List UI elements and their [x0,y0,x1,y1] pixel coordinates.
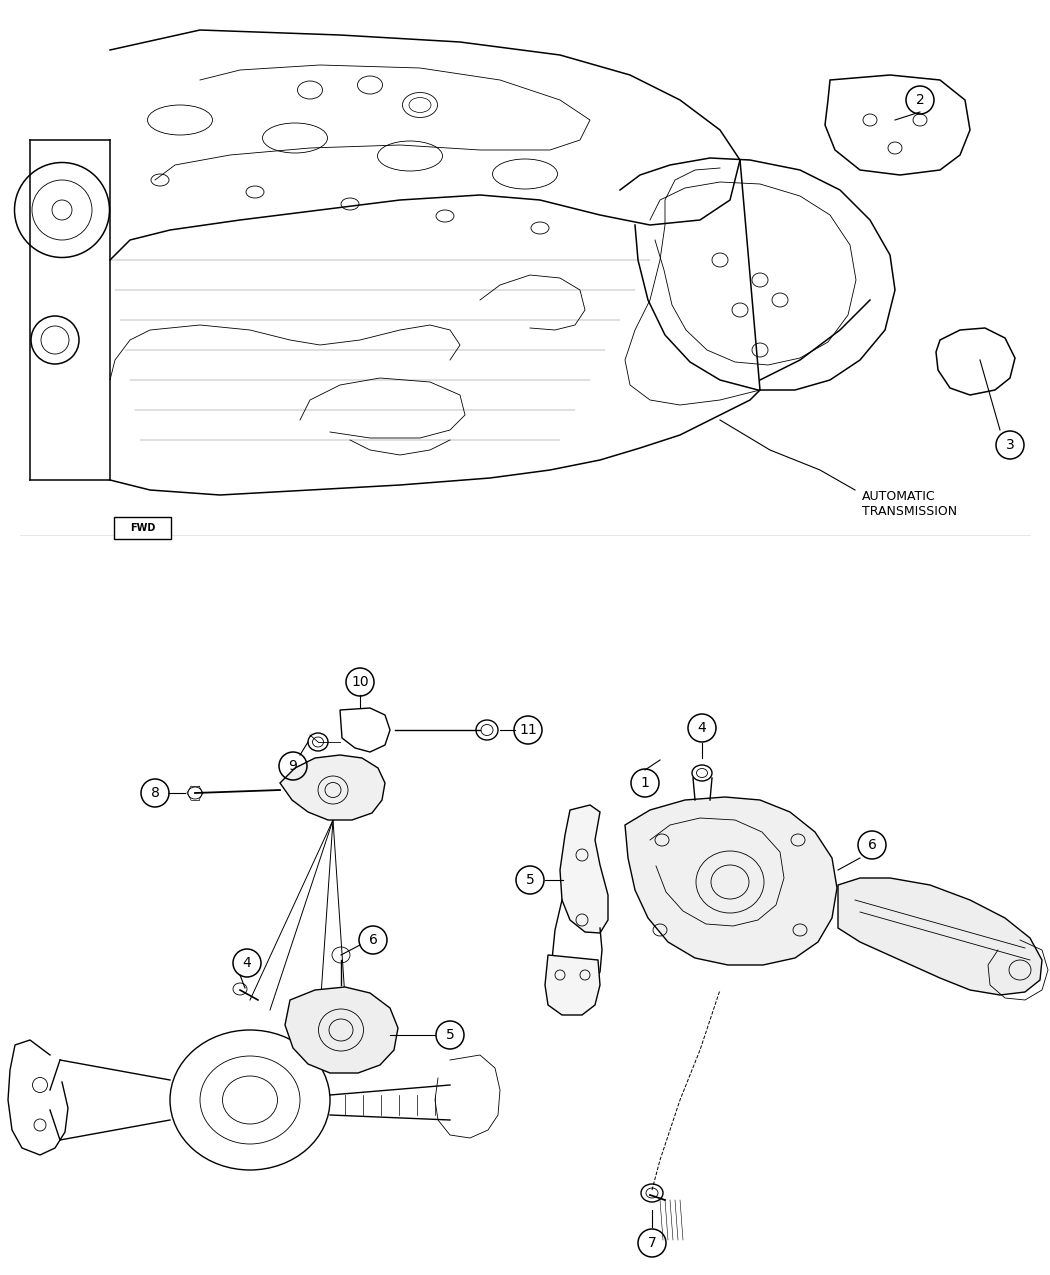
Polygon shape [545,955,600,1015]
Polygon shape [285,987,398,1074]
Polygon shape [280,755,385,820]
Text: 10: 10 [351,674,369,688]
Polygon shape [838,878,1042,994]
Text: 8: 8 [150,785,160,799]
Text: 4: 4 [697,720,707,734]
Text: 6: 6 [369,933,377,947]
Text: 11: 11 [519,723,537,737]
Text: 9: 9 [289,759,297,773]
Text: 5: 5 [445,1028,455,1042]
Polygon shape [936,328,1015,395]
Text: AUTOMATIC: AUTOMATIC [862,490,936,504]
Text: 7: 7 [648,1235,656,1250]
Text: FWD: FWD [130,523,155,533]
Text: 5: 5 [526,873,534,887]
Text: 1: 1 [640,776,650,790]
Text: 3: 3 [1006,439,1014,453]
Text: TRANSMISSION: TRANSMISSION [862,505,958,518]
Polygon shape [625,797,837,965]
Text: 4: 4 [243,956,251,970]
Polygon shape [560,805,608,933]
Text: 6: 6 [867,838,877,852]
Polygon shape [825,75,970,175]
FancyBboxPatch shape [114,516,171,539]
Text: 2: 2 [916,93,924,107]
